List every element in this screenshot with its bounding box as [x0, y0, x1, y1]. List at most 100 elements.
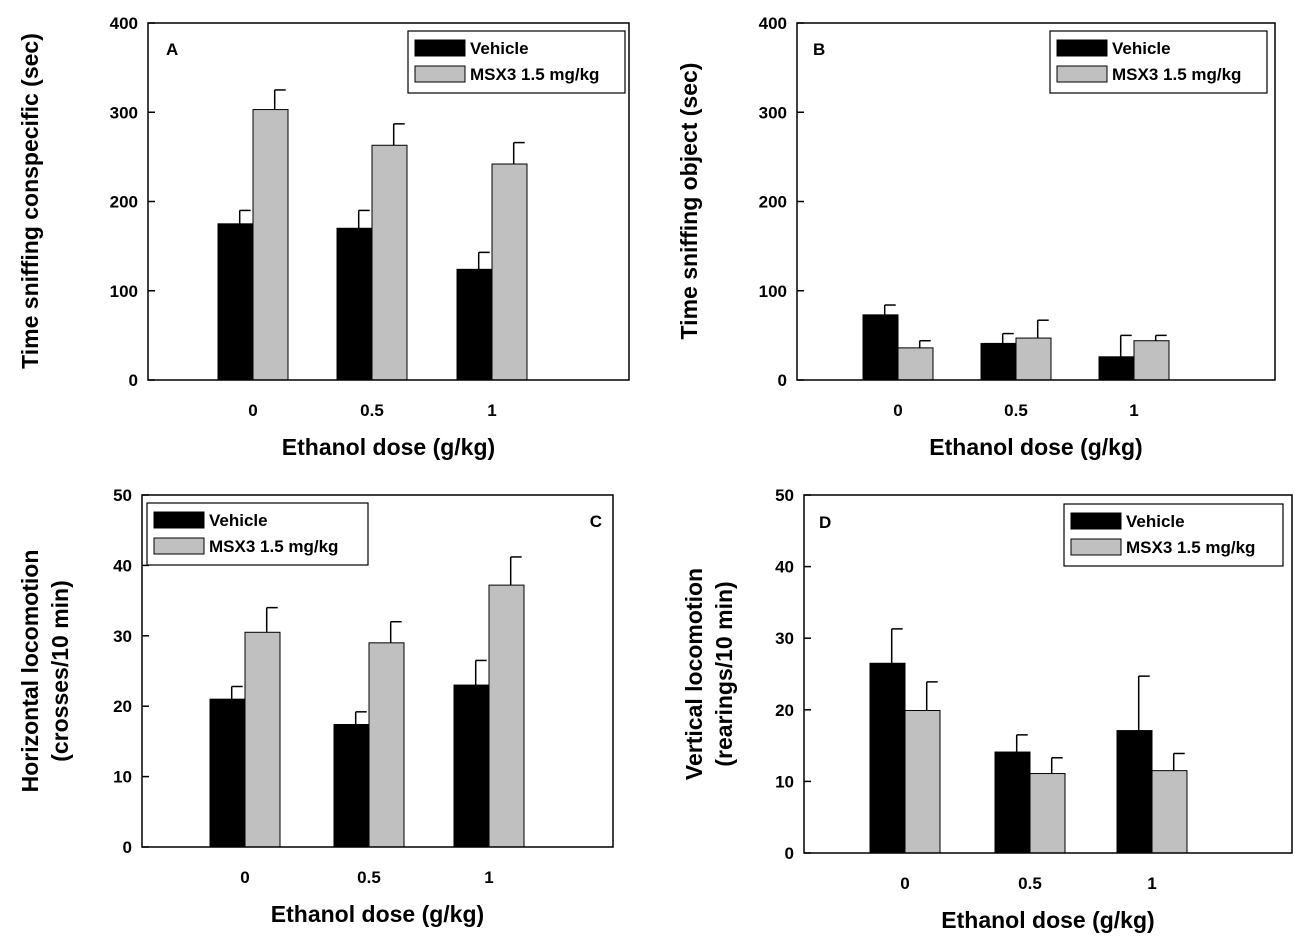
x-axis-title: Ethanol dose (g/kg) [282, 434, 495, 460]
y-tick-label: 40 [775, 558, 794, 577]
y-tick-label: 50 [775, 486, 794, 505]
bar-msx3-1 [371, 144, 408, 381]
panel-letter: C [590, 512, 602, 531]
x-tick-label: 0.5 [360, 401, 384, 420]
legend-box [1063, 503, 1284, 567]
y-axis-title-line: Horizontal locomotion [17, 550, 43, 793]
y-tick-label: 20 [113, 697, 132, 716]
y-tick-label: 30 [775, 629, 794, 648]
bar-msx3-0 [252, 109, 289, 381]
bar-msx3-1 [1029, 773, 1066, 854]
x-tick-label: 1 [1147, 874, 1156, 893]
x-tick-label: 1 [487, 401, 496, 420]
plot-frame [141, 494, 614, 848]
x-axis-title: Ethanol dose (g/kg) [271, 901, 484, 927]
bar-msx3-0 [904, 710, 941, 854]
legend-swatch-msx3 [1070, 538, 1122, 556]
panel-letter: B [813, 40, 825, 59]
bar-vehicle-1 [994, 751, 1031, 854]
y-tick-label: 100 [759, 282, 787, 301]
bar-msx3-0 [897, 347, 934, 381]
y-axis-title: Horizontal locomotion (crosses/10 min) [17, 550, 73, 793]
y-tick-label: 0 [778, 371, 787, 390]
x-tick-label: 0 [248, 401, 257, 420]
legend: Vehicle MSX3 1.5 mg/kg [1049, 30, 1268, 94]
legend-label-msx3: MSX3 1.5 mg/kg [1126, 538, 1255, 557]
bar-msx3-0 [244, 631, 281, 848]
bar-vehicle-2 [453, 684, 490, 848]
bar-msx3-1 [1015, 337, 1052, 381]
bar-vehicle-2 [456, 268, 493, 381]
legend-label-vehicle: Vehicle [1112, 39, 1171, 58]
x-tick-label: 0 [240, 868, 249, 887]
x-tick-label: 0.5 [1004, 401, 1028, 420]
panel-b: 0 0.5 1 0 100 200 300 400 B Ethanol dose (g/kg) Ti… [676, 14, 1276, 460]
x-tick-label: 0 [893, 401, 902, 420]
x-tick-label: 0.5 [357, 868, 381, 887]
bar-vehicle-1 [333, 724, 370, 848]
y-axis-title-line: (rearings/10 min) [711, 581, 737, 766]
y-axis-title: Time sniffing object (sec) [676, 63, 702, 340]
legend-label-vehicle: Vehicle [1126, 512, 1185, 531]
x-axis-title: Ethanol dose (g/kg) [929, 434, 1142, 460]
bar-vehicle-1 [980, 342, 1017, 381]
y-axis-title-line: Time sniffing conspecific (sec) [17, 33, 43, 369]
y-axis-title: Vertical locomotion (rearings/10 min) [681, 568, 737, 780]
legend-swatch-msx3 [153, 537, 205, 555]
legend-label-vehicle: Vehicle [209, 511, 268, 530]
y-axis-title-line: (crosses/10 min) [47, 580, 73, 762]
y-axis-title-line: Time sniffing object (sec) [676, 63, 702, 340]
y-tick-label: 50 [113, 486, 132, 505]
y-tick-label: 100 [110, 282, 138, 301]
bar-msx3-2 [1151, 770, 1188, 854]
bar-msx3-2 [1133, 340, 1170, 381]
y-tick-label: 300 [759, 103, 787, 122]
bar-vehicle-0 [217, 223, 254, 381]
y-tick-label: 200 [110, 193, 138, 212]
x-tick-label: 1 [484, 868, 493, 887]
bar-vehicle-2 [1116, 730, 1153, 854]
plot-frame [803, 494, 1293, 854]
legend-swatch-vehicle [414, 39, 466, 57]
y-tick-label: 40 [113, 556, 132, 575]
y-axis-title: Time sniffing conspecific (sec) [17, 33, 43, 369]
panel-letter: D [819, 513, 831, 532]
y-tick-label: 0 [123, 838, 132, 857]
legend: Vehicle MSX3 1.5 mg/kg [407, 30, 626, 94]
legend-swatch-msx3 [1056, 65, 1108, 83]
y-tick-label: 400 [110, 14, 138, 33]
y-tick-label: 20 [775, 701, 794, 720]
legend-swatch-vehicle [1056, 39, 1108, 57]
x-tick-label: 0.5 [1018, 874, 1042, 893]
legend-label-vehicle: Vehicle [470, 39, 529, 58]
legend: Vehicle MSX3 1.5 mg/kg [146, 502, 369, 566]
legend-swatch-vehicle [153, 511, 205, 529]
legend-label-msx3: MSX3 1.5 mg/kg [470, 65, 599, 84]
bar-vehicle-0 [862, 314, 899, 381]
bar-vehicle-2 [1098, 356, 1135, 381]
bar-msx3-1 [368, 642, 405, 848]
y-tick-label: 400 [759, 14, 787, 33]
bar-msx3-2 [488, 584, 525, 848]
y-tick-label: 10 [113, 768, 132, 787]
y-tick-label: 200 [759, 193, 787, 212]
y-tick-label: 10 [775, 772, 794, 791]
x-tick-label: 0 [900, 874, 909, 893]
legend-swatch-msx3 [414, 65, 466, 83]
y-tick-label: 30 [113, 627, 132, 646]
legend: Vehicle MSX3 1.5 mg/kg [1063, 503, 1284, 567]
y-axis-title-line: Vertical locomotion [681, 568, 707, 780]
bar-vehicle-0 [209, 698, 246, 848]
legend-box [407, 30, 626, 94]
x-tick-label: 1 [1129, 401, 1138, 420]
panel-letter: A [166, 40, 178, 59]
legend-swatch-vehicle [1070, 512, 1122, 530]
bar-vehicle-0 [869, 662, 906, 854]
bar-msx3-2 [491, 163, 528, 381]
bar-vehicle-1 [336, 227, 373, 381]
panel-a: 0 0.5 1 0 100 200 300 400 A Ethanol dose (g/kg) Ti… [17, 14, 630, 460]
y-tick-label: 0 [785, 844, 794, 863]
